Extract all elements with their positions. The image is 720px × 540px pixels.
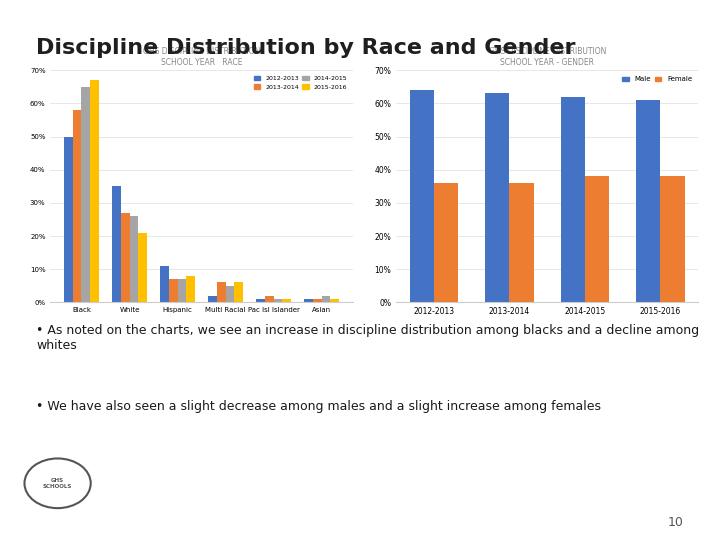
Bar xyxy=(217,282,225,302)
Bar xyxy=(81,87,90,302)
Text: • We have also seen a slight decrease among males and a slight increase among fe: • We have also seen a slight decrease am… xyxy=(36,400,601,413)
Bar xyxy=(234,282,243,302)
Bar xyxy=(186,276,195,302)
Bar xyxy=(90,80,99,302)
Bar xyxy=(322,296,330,302)
Legend: Male, Female: Male, Female xyxy=(619,73,695,85)
Bar xyxy=(138,233,147,302)
Bar xyxy=(313,299,322,302)
Bar xyxy=(434,183,458,302)
Bar xyxy=(660,177,685,302)
Title: GHS DISCIPLINE DISTRIBUTION
SCHOOL YEAR   RACE: GHS DISCIPLINE DISTRIBUTION SCHOOL YEAR … xyxy=(143,47,261,66)
Bar xyxy=(282,299,291,302)
Bar xyxy=(274,299,282,302)
Legend: 2012-2013, 2013-2014, 2014-2015, 2015-2016: 2012-2013, 2013-2014, 2014-2015, 2015-20… xyxy=(252,73,350,92)
Bar xyxy=(585,177,609,302)
Text: 10: 10 xyxy=(668,516,684,529)
Bar xyxy=(330,299,339,302)
Bar xyxy=(73,110,81,302)
Text: • As noted on the charts, we see an increase in discipline distribution among bl: • As noted on the charts, we see an incr… xyxy=(36,324,699,352)
Bar xyxy=(225,286,234,302)
Bar xyxy=(208,296,217,302)
Bar xyxy=(305,299,313,302)
Bar xyxy=(161,266,169,302)
Bar xyxy=(178,279,186,302)
Bar xyxy=(410,90,434,302)
Text: Discipline Distribution by Race and Gender: Discipline Distribution by Race and Gend… xyxy=(36,38,575,58)
Bar xyxy=(256,299,265,302)
Bar xyxy=(510,183,534,302)
Bar xyxy=(112,186,121,302)
Bar xyxy=(130,216,138,302)
Bar xyxy=(265,296,274,302)
Title: GHS DISCIPLINE DISTRIBUTION
SCHOOL YEAR - GENDER: GHS DISCIPLINE DISTRIBUTION SCHOOL YEAR … xyxy=(488,47,606,66)
Bar xyxy=(636,100,660,302)
Text: GHS
SCHOOLS: GHS SCHOOLS xyxy=(43,478,72,489)
Bar xyxy=(121,213,130,302)
Bar xyxy=(485,93,510,302)
Bar xyxy=(169,279,178,302)
Bar xyxy=(64,137,73,302)
Bar xyxy=(561,97,585,302)
Text: DISCIPLINE DOES NOT ALWAYS CORRECT NEGATIVE BEHAVIOR: DISCIPLINE DOES NOT ALWAYS CORRECT NEGAT… xyxy=(197,470,609,483)
